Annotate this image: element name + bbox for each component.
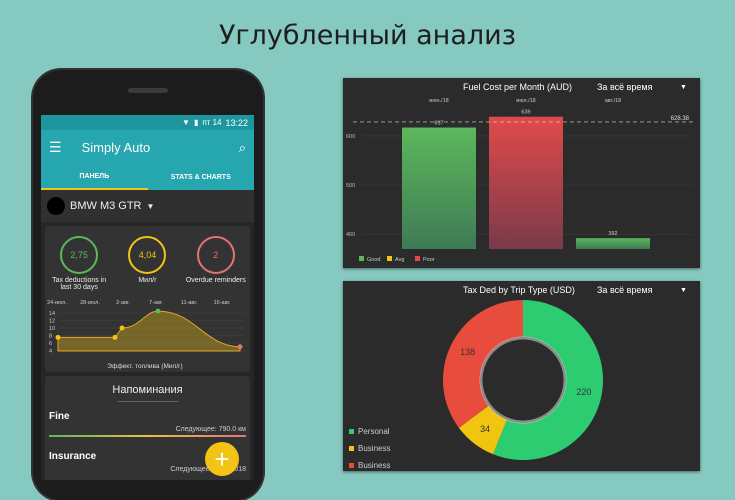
reminder-name[interactable]: Fine — [49, 411, 70, 422]
gauge-tax[interactable]: 2,75 Tax deductions in last 30 days — [49, 236, 109, 291]
efficiency-line — [57, 310, 241, 352]
chart-caption: Эффект. топлива (Мил/г) — [107, 363, 182, 370]
gauge-label: Overdue reminders — [185, 277, 246, 284]
legend-swatch — [387, 256, 392, 261]
fuel-cost-panel: 400 500 600 617 июн./18 639 июл./18 392 авг./18 6… — [343, 78, 700, 268]
fuel-cost-chart: 400 500 600 617 июн./18 639 июл./18 392 авг./18 6… — [346, 98, 693, 263]
bar-value-label: 392 — [608, 231, 617, 237]
data-point — [55, 334, 61, 340]
bar-value-label: 639 — [521, 110, 530, 116]
data-point — [237, 344, 243, 350]
legend-label: Avg — [395, 257, 404, 263]
y-tick-label: 14 — [49, 311, 55, 317]
data-point — [119, 325, 125, 331]
status-bar: ▼ ▮ пт 14 13:22 — [41, 115, 254, 130]
reminders-title: Напоминания — [112, 384, 183, 396]
legend-swatch — [349, 429, 354, 434]
chevron-down-icon: ▼ — [146, 201, 155, 211]
stats-card: 2,75 Tax deductions in last 30 days 4,04 М… — [45, 226, 250, 372]
legend-label: Good — [367, 257, 380, 263]
phone-screen: ▼ ▮ пт 14 13:22 ☰ Simply Auto ⌕ ПАНЕЛЬ S… — [41, 115, 254, 480]
gauge-label: Tax deductions in last 30 days — [52, 277, 107, 291]
y-tick-label: 6 — [49, 341, 52, 347]
inner-ring — [479, 336, 567, 424]
gauge-mpg[interactable]: 4,04 Мил/г — [117, 236, 177, 291]
bar-value-label: 617 — [434, 121, 443, 127]
battery-icon: ▮ — [193, 118, 199, 127]
divider — [117, 401, 178, 402]
reminder-name[interactable]: Insurance — [49, 451, 97, 462]
x-tick-label: 2-авг. — [116, 300, 130, 306]
gauge-overdue[interactable]: 2 Overdue reminders — [186, 236, 246, 291]
y-tick-label: 8 — [49, 334, 52, 340]
y-tick-label: 4 — [49, 349, 52, 355]
headline: Углубленный анализ — [218, 20, 517, 51]
search-icon[interactable]: ⌕ — [238, 139, 246, 155]
add-button[interactable]: + — [205, 442, 239, 476]
tax-panel: 220 Personal 34 Business 138 Business Tax Ded… — [343, 281, 700, 471]
legend-label: Business — [358, 461, 390, 470]
legend-label: Poor — [423, 257, 435, 263]
bar — [402, 127, 476, 249]
vehicle-name: BMW M3 GTR — [70, 200, 142, 212]
legend-label: Business — [358, 444, 390, 453]
slice-value-label: 34 — [480, 424, 490, 434]
y-tick-label: 500 — [346, 183, 355, 189]
status-day: пт 14 — [202, 118, 222, 127]
x-tick-label: авг./18 — [605, 98, 622, 104]
legend-swatch — [349, 446, 354, 451]
speaker — [128, 88, 168, 93]
status-time: 13:22 — [225, 117, 248, 128]
chart-title: Fuel Cost per Month (AUD) — [463, 82, 573, 92]
tab-panel[interactable]: ПАНЕЛЬ — [41, 165, 148, 190]
legend-swatch — [359, 256, 364, 261]
tab-stats-charts[interactable]: STATS & CHARTS — [170, 174, 231, 181]
x-tick-label: 24-июл. — [47, 300, 67, 306]
x-tick-label: июн./18 — [429, 98, 448, 104]
app-toolbar: ☰ Simply Auto ⌕ — [41, 130, 254, 165]
legend-swatch — [349, 463, 354, 468]
y-tick-label: 600 — [346, 134, 355, 140]
legend-swatch — [415, 256, 420, 261]
y-tick-label: 400 — [346, 232, 355, 238]
pie-slice — [492, 300, 603, 460]
chart-title: Tax Ded by Trip Type (USD) — [463, 285, 575, 295]
data-point — [112, 334, 118, 340]
gauge-value: 2,75 — [60, 236, 99, 274]
app-title: Simply Auto — [81, 140, 151, 155]
fuel-efficiency-chart: 24-июл. 28-июл. 2-авг. 7-авг. 11-авг. 16-авг.… — [47, 300, 245, 370]
tab-bar: ПАНЕЛЬ STATS & CHARTS — [41, 165, 254, 190]
data-point — [155, 308, 161, 314]
x-tick-label: июл./18 — [516, 98, 535, 104]
x-tick-label: 28-июл. — [80, 300, 100, 306]
dropdown-arrow-icon[interactable]: ▼ — [680, 84, 687, 91]
period-select[interactable]: За всё время — [597, 82, 653, 92]
vehicle-avatar — [47, 197, 65, 215]
wifi-icon: ▼ — [182, 118, 190, 127]
period-select[interactable]: За всё время — [597, 285, 653, 295]
pie-slice — [458, 405, 507, 455]
legend-label: Personal — [358, 427, 390, 436]
bar — [489, 116, 563, 249]
vehicle-selector[interactable]: BMW M3 GTR ▼ — [41, 190, 254, 222]
dropdown-arrow-icon[interactable]: ▼ — [680, 287, 687, 294]
reminder-progress — [49, 435, 246, 437]
tax-donut-chart: 220 Personal 34 Business 138 Business — [349, 300, 603, 470]
x-tick-label: 16-авг. — [214, 300, 231, 306]
bar — [576, 238, 650, 249]
slice-value-label: 138 — [460, 347, 475, 357]
y-tick-label: 12 — [49, 319, 55, 325]
x-tick-label: 11-авг. — [181, 300, 198, 306]
plus-icon: + — [214, 443, 230, 474]
menu-icon[interactable]: ☰ — [49, 139, 62, 155]
gauge-value: 2 — [196, 236, 235, 274]
pie-slice — [443, 300, 523, 428]
x-tick-label: 7-авг. — [149, 300, 163, 306]
y-tick-label: 10 — [49, 326, 55, 332]
gauge-label: Мил/г — [138, 277, 157, 284]
gauge-value: 4,04 — [128, 236, 167, 274]
reference-label: 628.38 — [671, 116, 690, 122]
reminder-next: Следующее: 790.0 км — [175, 426, 246, 433]
slice-value-label: 220 — [576, 387, 591, 397]
